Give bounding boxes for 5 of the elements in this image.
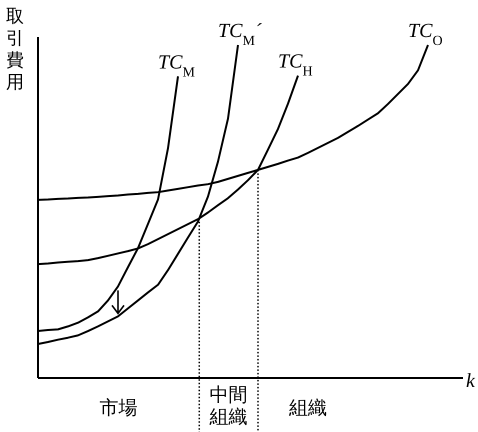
ylabel: 取引費用 bbox=[6, 6, 24, 92]
x-axis-title: k bbox=[466, 370, 476, 392]
annotation: 中間組織 bbox=[210, 385, 248, 428]
annotation: 組織 bbox=[289, 398, 327, 419]
annotation: 市場 bbox=[100, 398, 138, 419]
